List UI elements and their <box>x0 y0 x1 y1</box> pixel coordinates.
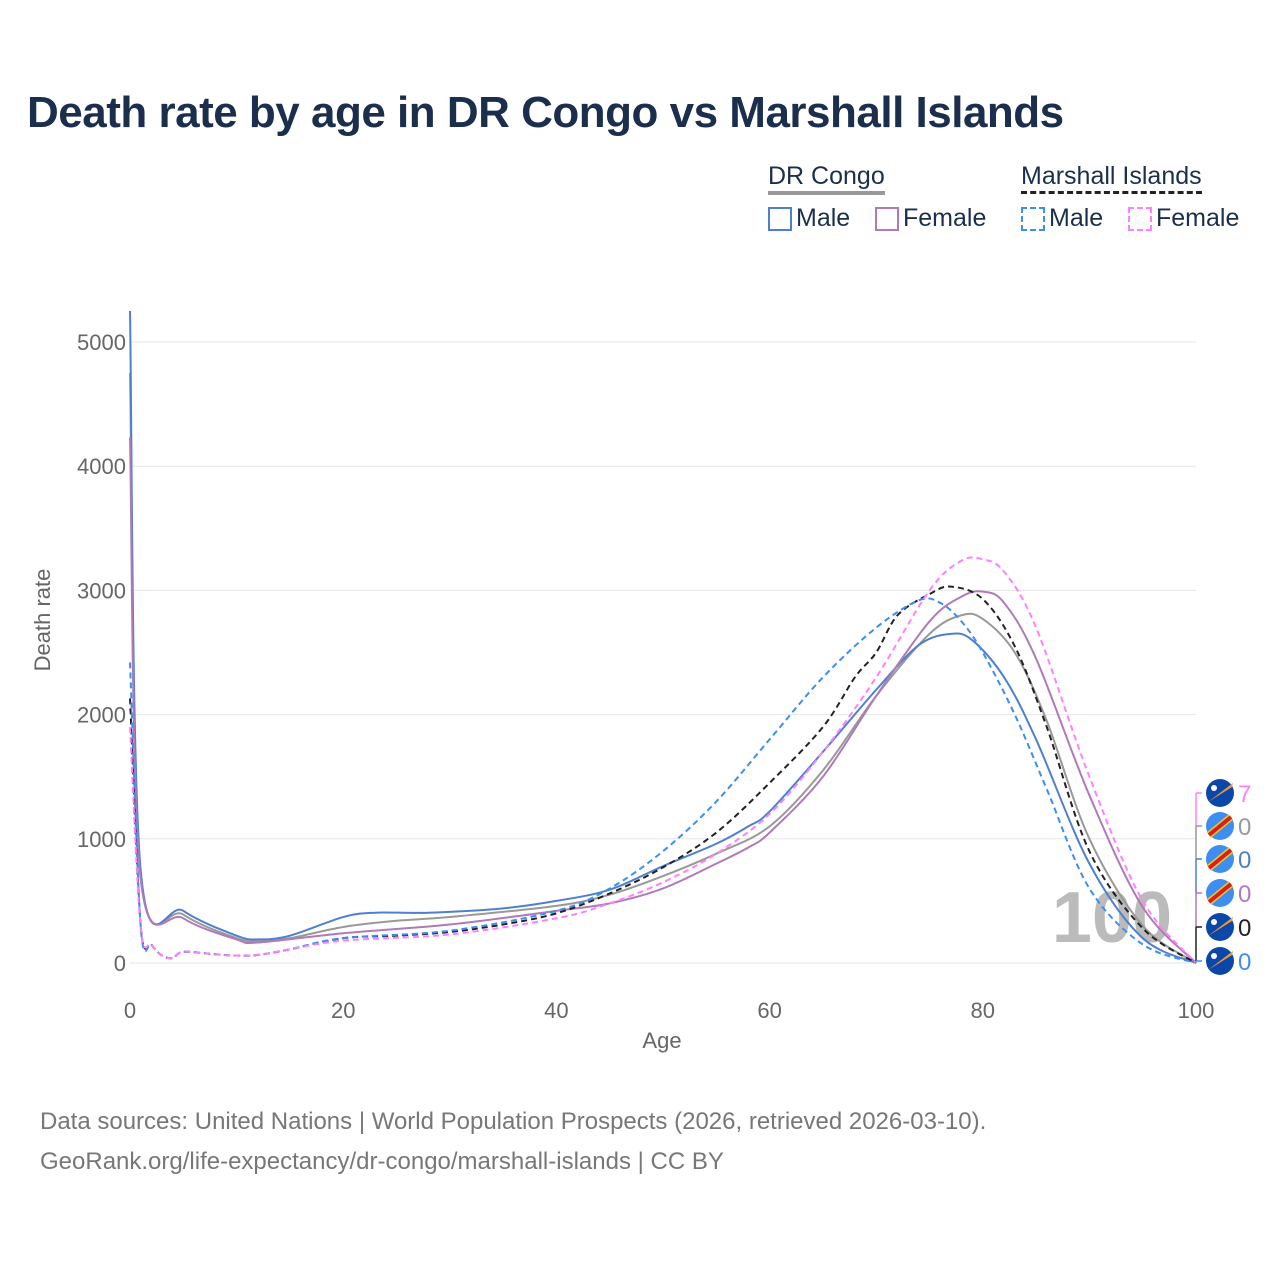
legend-label: Female <box>1156 204 1240 232</box>
legend-label: Female <box>903 204 987 232</box>
flag-stripe <box>1207 882 1233 904</box>
end-connector <box>1195 792 1202 826</box>
legend-item-mi-male[interactable]: Male <box>1021 204 1103 233</box>
legend-swatch <box>1128 206 1152 231</box>
legend-swatch <box>875 206 899 231</box>
legend-label: Male <box>796 204 851 232</box>
y-axis-label: Death rate <box>30 569 55 672</box>
series-line-marshall-islands-total <box>129 585 1197 964</box>
end-connector <box>1195 825 1202 859</box>
legend-item-mi-female[interactable]: Female <box>1128 204 1239 233</box>
end-value-label: 0 <box>1238 814 1251 841</box>
y-tick-label: 5000 <box>77 330 126 355</box>
y-tick-label: 4000 <box>77 454 126 479</box>
flag-stripe <box>1208 783 1233 802</box>
series-line-dr-congo-male <box>129 310 1197 964</box>
flag-star <box>1211 785 1217 791</box>
flag-stripe <box>1207 848 1233 870</box>
footer-source: Data sources: United Nations | World Pop… <box>40 1108 987 1135</box>
chart-title: Death rate by age in DR Congo vs Marshal… <box>27 88 1064 137</box>
x-tick-label: 80 <box>971 998 995 1023</box>
y-tick-label: 0 <box>114 951 126 976</box>
end-connector <box>1195 960 1202 963</box>
legend-group-marshall-islands[interactable]: Marshall Islands <box>1021 162 1202 194</box>
flag-stripe <box>1208 951 1233 970</box>
y-tick-label: 1000 <box>77 827 126 852</box>
legend-label: Male <box>1049 204 1104 232</box>
footer-link[interactable]: GeoRank.org/life-expectancy/dr-congo/mar… <box>40 1148 724 1175</box>
legend-item-drc-female[interactable]: Female <box>875 204 986 233</box>
x-tick-label: 60 <box>757 998 781 1023</box>
end-value-label: 0 <box>1238 915 1251 942</box>
end-value-label: 0 <box>1238 847 1251 874</box>
end-value-label: 0 <box>1238 881 1251 908</box>
x-tick-label: 100 <box>1178 998 1215 1023</box>
series-line-marshall-islands-male <box>129 597 1197 964</box>
flag-star <box>1211 919 1217 925</box>
x-tick-label: 40 <box>544 998 568 1023</box>
end-connector <box>1195 926 1202 961</box>
flag-stripe <box>1208 917 1233 936</box>
x-tick-label: 20 <box>331 998 355 1023</box>
legend-swatch <box>768 206 792 231</box>
end-connector <box>1195 892 1202 927</box>
series-line-dr-congo-female <box>129 437 1197 964</box>
flag-star <box>1211 953 1217 959</box>
end-connector <box>1195 858 1202 893</box>
legend-group-dr-congo[interactable]: DR Congo <box>768 162 885 195</box>
series-line-marshall-islands-female <box>129 556 1197 964</box>
y-tick-label: 2000 <box>77 703 126 728</box>
series-line-dr-congo-total <box>129 373 1197 964</box>
end-value-label: 0 <box>1238 949 1251 976</box>
legend-swatch <box>1021 206 1045 231</box>
x-axis-label: Age <box>642 1028 681 1053</box>
end-value-label: 7 <box>1238 781 1251 808</box>
legend-item-drc-male[interactable]: Male <box>768 204 850 233</box>
y-tick-label: 3000 <box>77 578 126 603</box>
flag-stripe <box>1207 815 1233 837</box>
x-tick-label: 0 <box>124 998 136 1023</box>
